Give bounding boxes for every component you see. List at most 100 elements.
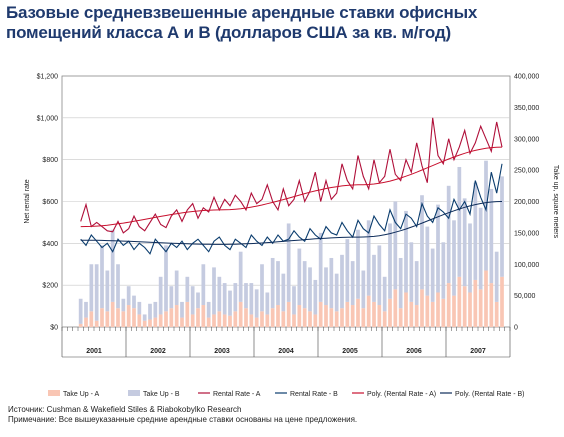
takeup-a-bar	[169, 308, 174, 327]
takeup-b-bar	[164, 245, 168, 312]
takeup-a-bar	[414, 305, 419, 327]
takeup-a-bar	[366, 295, 371, 327]
takeup-a-bar	[441, 298, 446, 327]
takeup-a-bar	[132, 308, 136, 327]
takeup-a-bar	[500, 276, 504, 327]
takeup-b-bar	[116, 264, 120, 309]
takeup-b-bar	[270, 257, 275, 309]
takeup-b-bar	[350, 261, 355, 306]
takeup-a-bar	[484, 270, 488, 327]
takeup-a-bar	[174, 305, 179, 327]
takeup-b-bar	[409, 242, 414, 302]
takeup-a-bar	[457, 276, 462, 327]
takeup-a-bar	[361, 308, 366, 327]
takeup-a-bar	[340, 308, 344, 327]
takeup-a-bar	[468, 292, 472, 327]
takeup-a-bar	[302, 308, 307, 327]
takeup-b-bar	[217, 276, 222, 312]
takeup-a-bar	[398, 308, 403, 327]
takeup-b-bar	[361, 270, 366, 309]
takeup-a-bar	[318, 301, 323, 327]
takeup-a-bar	[452, 295, 456, 327]
takeup-b-bar	[489, 188, 494, 284]
takeup-b-bar	[302, 261, 307, 309]
takeup-a-bar	[425, 295, 430, 327]
takeup-a-bar	[356, 298, 360, 327]
takeup-b-bar	[414, 261, 419, 306]
takeup-b-bar	[185, 276, 190, 302]
takeup-b-bar	[452, 220, 456, 296]
takeup-a-bar	[409, 301, 414, 327]
takeup-b-bar	[484, 160, 488, 271]
takeup-a-bar	[420, 289, 424, 327]
y-tick-label: $200	[42, 283, 58, 290]
takeup-b-bar	[238, 251, 243, 302]
takeup-b-bar	[121, 298, 126, 312]
takeup-a-bar	[137, 314, 142, 327]
takeup-a-bar	[308, 311, 312, 327]
takeup-a-bar	[180, 317, 184, 327]
takeup-a-bar	[377, 305, 382, 327]
takeup-b-bar	[244, 283, 248, 309]
takeup-b-bar	[137, 301, 142, 315]
takeup-a-bar	[233, 311, 238, 327]
year-label: 2003	[214, 348, 230, 355]
takeup-a-bar	[393, 289, 398, 327]
poly-rate-a-trend	[80, 146, 503, 228]
y-tick-label: $800	[42, 157, 58, 164]
takeup-a-bar	[473, 279, 478, 327]
y2-tick-label: 50,000	[514, 293, 536, 300]
takeup-b-bar	[297, 248, 302, 306]
takeup-a-bar	[388, 298, 392, 327]
takeup-a-bar	[84, 317, 88, 327]
takeup-a-bar	[249, 314, 254, 327]
y2-tick-label: 400,000	[514, 74, 539, 81]
title-line-1: Базовые средневзвешенные арендные ставки…	[6, 3, 478, 22]
legend-entry: Take Up - B	[143, 391, 180, 398]
takeup-a-bar	[254, 317, 259, 327]
takeup-a-bar	[436, 292, 440, 327]
takeup-b-bar	[281, 273, 286, 312]
takeup-a-bar	[462, 286, 467, 327]
takeup-b-bar	[388, 223, 392, 299]
takeup-a-bar	[201, 305, 206, 327]
takeup-b-bar	[212, 267, 216, 315]
y-tick-label: $0	[50, 325, 58, 332]
takeup-a-bar	[206, 317, 211, 327]
takeup-b-bar	[174, 270, 179, 306]
takeup-b-bar	[324, 267, 328, 306]
takeup-b-bar	[292, 286, 296, 315]
takeup-b-bar	[494, 251, 499, 302]
takeup-a-bar	[345, 301, 350, 327]
takeup-b-bar	[468, 223, 472, 293]
legend-swatch	[128, 390, 140, 396]
takeup-a-bar	[260, 311, 264, 327]
takeup-a-bar	[94, 320, 99, 327]
takeup-b-bar	[233, 283, 238, 312]
takeup-b-bar	[404, 210, 408, 293]
takeup-a-bar	[329, 308, 334, 327]
takeup-b-bar	[329, 257, 334, 309]
takeup-a-bar	[100, 308, 104, 327]
takeup-a-bar	[121, 311, 126, 327]
takeup-a-bar	[281, 311, 286, 327]
takeup-a-bar	[297, 305, 302, 327]
takeup-b-bar	[142, 314, 147, 321]
y-tick-label: $400	[42, 241, 58, 248]
takeup-a-bar	[212, 314, 216, 327]
y-axis-title: Net rental rate	[24, 179, 31, 223]
year-label: 2002	[150, 348, 166, 355]
takeup-b-bar	[254, 289, 259, 318]
takeup-b-bar	[84, 301, 88, 318]
takeup-b-bar	[201, 264, 206, 306]
takeup-a-bar	[430, 301, 435, 327]
year-label: 2001	[86, 348, 102, 355]
y2-tick-label: 250,000	[514, 168, 539, 175]
takeup-a-bar	[265, 314, 270, 327]
takeup-b-bar	[313, 279, 318, 315]
y2-tick-label: 100,000	[514, 262, 539, 269]
takeup-a-bar	[276, 305, 280, 327]
takeup-a-bar	[105, 311, 110, 327]
takeup-a-bar	[78, 323, 83, 327]
